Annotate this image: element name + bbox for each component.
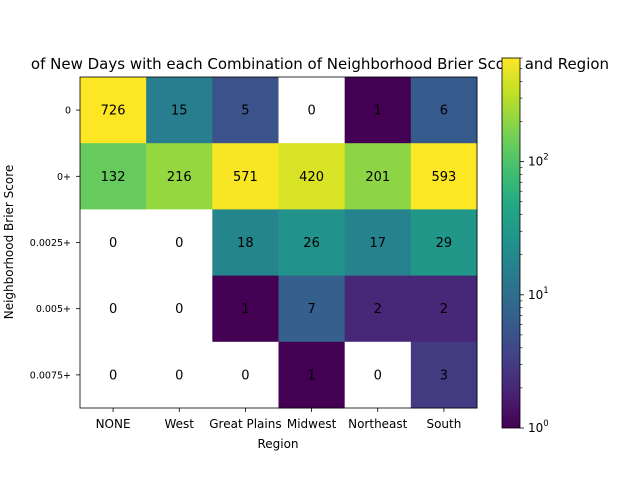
cell-value-label: 571 (233, 170, 258, 185)
x-axis: NONE West Great Plains Midwest Northeast Sout… (96, 408, 461, 431)
cell-value-label: 17 (369, 236, 386, 251)
heatmap-cell (410, 275, 478, 343)
cell-value-label: 7 (307, 302, 315, 317)
cell-value-label: 1 (241, 302, 249, 317)
x-tick-label: Midwest (287, 417, 337, 431)
x-tick-label: NONE (96, 417, 131, 431)
cell-value-label: 0 (175, 302, 183, 317)
heatmap-cell (80, 341, 147, 409)
cell-value-label: 132 (101, 170, 126, 185)
heatmap-cell (80, 143, 147, 210)
cell-value-label: 29 (436, 236, 453, 251)
cell-value-label: 5 (241, 104, 249, 119)
cell-value-label: 201 (365, 170, 390, 185)
x-tick-label: Great Plains (209, 417, 281, 431)
heatmap-cell (410, 209, 478, 277)
heatmap-cell (80, 209, 147, 277)
colorbar-tick-label: 100 (528, 419, 549, 435)
heatmap-cell (80, 275, 147, 343)
heatmap-cell (344, 77, 412, 144)
cell-value-label: 26 (303, 236, 320, 251)
cell-value-label: 0 (109, 302, 117, 317)
cell-value-label: 15 (171, 104, 188, 119)
cell-value-label: 2 (374, 302, 382, 317)
cell-value-label: 0 (109, 368, 117, 383)
colorbar-tick-label: 101 (528, 286, 549, 302)
cell-value-label: 1 (374, 104, 382, 119)
heatmap-cell (80, 77, 147, 144)
cell-value-label: 3 (440, 368, 448, 383)
heatmap-cell (146, 209, 213, 277)
cell-value-label: 593 (432, 170, 457, 185)
x-axis-label: Region (257, 437, 298, 451)
cell-value-label: 2 (440, 302, 448, 317)
cell-value-label: 0 (307, 104, 315, 119)
heatmap-cell (344, 209, 412, 277)
heatmap-cell (146, 77, 213, 144)
y-tick-label: 0 (65, 106, 71, 117)
y-tick-label: 0.005+ (36, 304, 71, 315)
cell-value-label: 0 (241, 368, 249, 383)
cell-value-label: 18 (237, 236, 254, 251)
chart-title: of New Days with each Combination of Nei… (31, 55, 609, 73)
heatmap-cell (278, 143, 346, 210)
cell-value-label: 216 (167, 170, 192, 185)
heatmap-cell (212, 209, 279, 277)
heatmap-cell (344, 341, 412, 409)
heatmap-cell (410, 77, 478, 144)
heatmap-cell (344, 275, 412, 343)
cell-value-label: 420 (299, 170, 324, 185)
cell-value-label: 0 (374, 368, 382, 383)
cell-value-label: 726 (101, 104, 126, 119)
heatmap-cell (146, 143, 213, 210)
heatmap-cell (146, 341, 213, 409)
cell-value-label: 6 (440, 104, 448, 119)
y-tick-label: 0+ (57, 172, 71, 183)
cell-value-label: 0 (175, 236, 183, 251)
y-tick-label: 0.0075+ (30, 370, 71, 381)
heatmap-cell (146, 275, 213, 343)
heatmap-cell (410, 143, 478, 210)
heatmap-cell (212, 77, 279, 144)
heatmap-cell (410, 341, 478, 409)
x-tick-label: West (164, 417, 194, 431)
heatmap-cell (344, 143, 412, 210)
cell-value-label: 0 (175, 368, 183, 383)
cell-value-label: 0 (109, 236, 117, 251)
y-axis-label: Neighborhood Brier Score (2, 165, 16, 320)
colorbar-tick-label: 102 (528, 153, 549, 169)
heatmap-cell (212, 143, 279, 210)
heatmap-cell (278, 77, 346, 144)
colorbar-ticks: 100 101 102 (520, 57, 549, 435)
y-axis: 0 0+ 0.0025+ 0.005+ 0.0075+ (30, 106, 80, 381)
heatmap-cell (278, 209, 346, 277)
heatmap-cell (278, 275, 346, 343)
heatmap-cell (212, 275, 279, 343)
y-tick-label: 0.0025+ (30, 238, 71, 249)
x-tick-label: South (426, 417, 461, 431)
cell-value-label: 1 (307, 368, 315, 383)
colorbar (501, 57, 521, 429)
heatmap-cell (278, 341, 346, 409)
heatmap-cell (212, 341, 279, 409)
x-tick-label: Northeast (348, 417, 408, 431)
